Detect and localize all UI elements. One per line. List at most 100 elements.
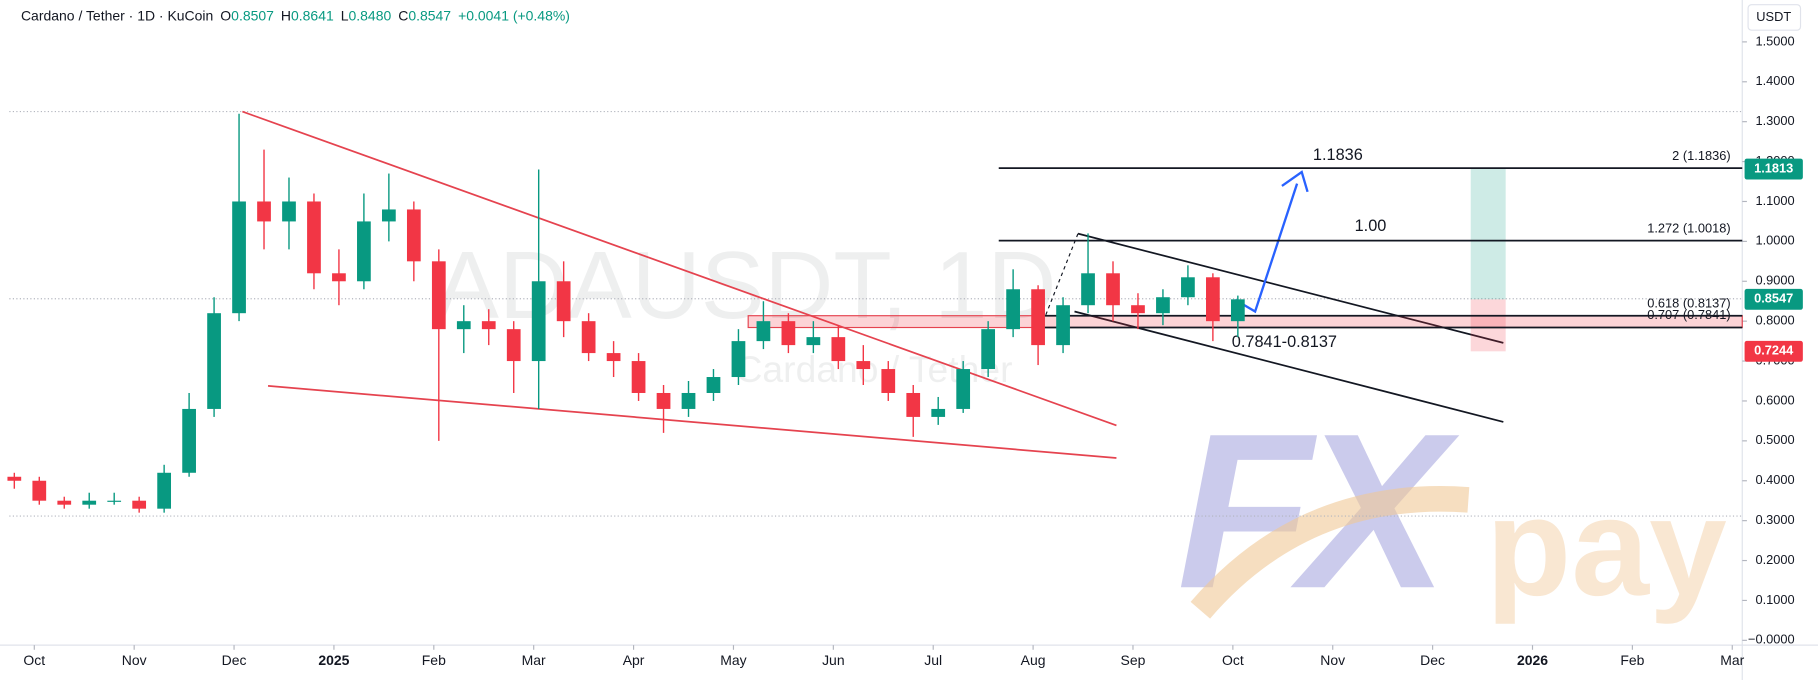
x-tick-label: Nov (122, 652, 147, 668)
y-tick-label: 0.4000 (1756, 472, 1795, 487)
candle-body (756, 321, 771, 342)
annotation: 1.00 (1355, 217, 1387, 235)
x-tick-label: Jun (822, 652, 845, 668)
y-tick-label: 0.2000 (1756, 552, 1795, 567)
y-tick-label: 1.1000 (1756, 193, 1795, 208)
label: L (341, 7, 349, 23)
y-tick-label: 0.3000 (1756, 512, 1795, 527)
candle-body (1206, 277, 1220, 322)
change: +0.0041 (+0.48%) (458, 7, 570, 23)
x-tick-label: Nov (1320, 652, 1345, 668)
candle-body (1056, 305, 1070, 346)
x-tick-label: Sep (1121, 652, 1146, 668)
candle-body (157, 472, 172, 509)
x-tick-label: 2026 (1517, 652, 1548, 668)
candle-body (1156, 297, 1170, 314)
candle-body (1006, 289, 1020, 330)
price-badge-label: 0.7244 (1754, 343, 1794, 358)
value: 0.8507 (231, 7, 274, 23)
annotation: 0.7841-0.8137 (1232, 333, 1337, 351)
label: C (398, 7, 408, 23)
candle-body (956, 369, 971, 409)
candle-body (456, 321, 471, 330)
currency-box[interactable] (1747, 4, 1802, 31)
symbol: Cardano / Tether · 1D · KuCoin (21, 7, 213, 23)
y-tick-label: 0.8000 (1756, 313, 1795, 328)
x-tick-label: Feb (1620, 652, 1644, 668)
candle-body (781, 321, 796, 346)
candle-body (856, 361, 871, 370)
candle-body (406, 209, 421, 262)
x-tick-label: Dec (222, 652, 247, 668)
candle-body (706, 377, 721, 393)
x-tick-label: Mar (1720, 652, 1744, 668)
candle-body (831, 337, 846, 362)
price-badge-label: 1.1813 (1754, 160, 1793, 175)
x-tick-label: Aug (1021, 652, 1046, 668)
candle-body (931, 408, 946, 417)
candle-body (332, 273, 346, 282)
fib-level-label: 1.272 (1.0018) (1647, 220, 1730, 235)
header: Cardano / Tether · 1D · KuCoin O0.8507 H0.… (21, 7, 570, 23)
candle-body (531, 281, 546, 362)
candle-body (981, 329, 996, 370)
fib-level-label: 0.618 (0.8137) (1647, 295, 1730, 310)
x-tick-label: Oct (23, 652, 45, 668)
candle-body (232, 201, 246, 314)
y-tick-label: 0.1000 (1756, 592, 1795, 607)
x-tick-label: 2025 (318, 652, 349, 668)
logo-swoosh (1190, 486, 1470, 619)
fib-link (1040, 233, 1079, 329)
watermark-subtitle: Cardano / Tether (736, 348, 1013, 390)
price-badge (1744, 340, 1803, 362)
y-tick-label: 0.5000 (1756, 432, 1795, 447)
stop-zone (1470, 299, 1506, 352)
candle-body (556, 281, 571, 322)
candle-body (1106, 273, 1120, 306)
label: H (281, 7, 291, 23)
annotation: 1.1836 (1313, 146, 1363, 164)
candle-body (1181, 277, 1195, 298)
support-zone (747, 315, 1743, 329)
candle-body (182, 408, 196, 473)
value: 0.8547 (408, 7, 451, 23)
logo: FX pay (1177, 387, 1727, 634)
candle-body (656, 392, 671, 409)
arrow-head (1281, 170, 1309, 193)
candle-body (1081, 273, 1095, 306)
value: 0.8480 (349, 7, 392, 23)
y-tick-label: −0.0000 (1748, 632, 1795, 647)
target-zone (1470, 169, 1506, 300)
candle-body (257, 201, 271, 222)
candle-body (1131, 305, 1145, 314)
y-tick-label: 1.0000 (1756, 233, 1795, 248)
x-tick-label: Jul (924, 652, 942, 668)
channel-line (1077, 232, 1504, 344)
trend-line (242, 110, 1117, 427)
value: 0.8641 (291, 7, 334, 23)
label: O (220, 7, 231, 23)
candle-body (107, 500, 122, 502)
candle-body (1230, 299, 1245, 322)
price-badge (1744, 288, 1803, 310)
y-tick-label: 1.3000 (1756, 113, 1795, 128)
candle-body (431, 261, 446, 330)
y-tick-label: 0.9000 (1756, 273, 1795, 288)
candle-body (506, 329, 521, 362)
candle-body (57, 500, 72, 505)
candle-body (481, 321, 496, 330)
y-tick-label: 1.5000 (1756, 33, 1795, 48)
x-tick-label: Mar (522, 652, 546, 668)
trend-line (267, 385, 1117, 459)
logo-right: pay (1486, 469, 1727, 625)
x-tick-label: Feb (422, 652, 446, 668)
currency: USDT (1756, 9, 1791, 24)
candle-body (806, 337, 821, 346)
candle-body (382, 209, 396, 222)
candle-body (132, 500, 147, 509)
candle-body (1031, 289, 1045, 346)
candle-body (681, 392, 696, 409)
x-tick-label: May (720, 652, 746, 668)
projection-arrow (1234, 183, 1299, 314)
